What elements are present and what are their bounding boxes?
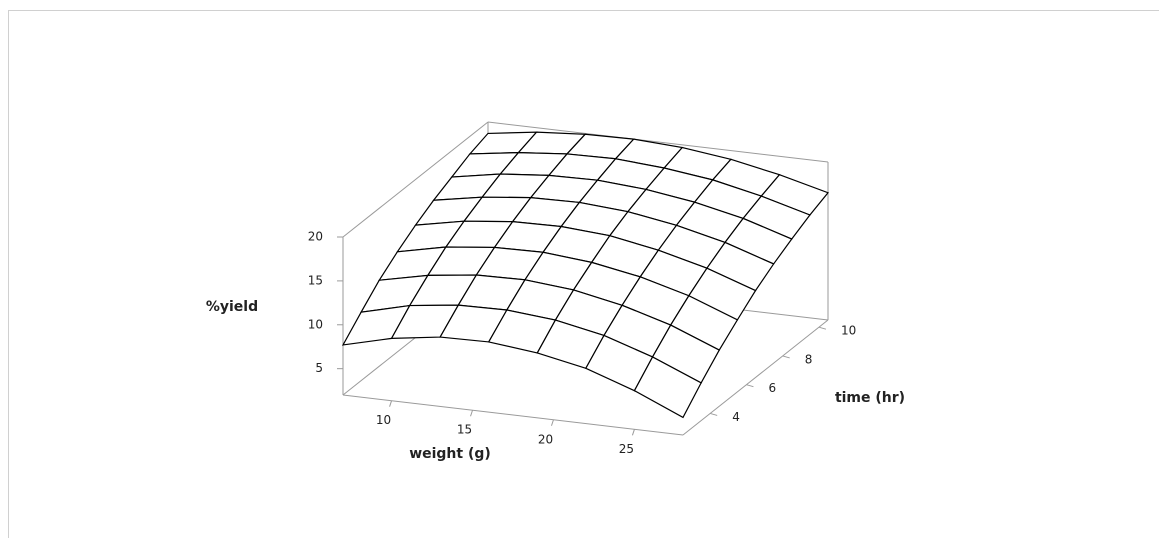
surface-cell	[633, 356, 702, 419]
x-tick-label: 20	[538, 432, 553, 446]
axis-line	[487, 121, 829, 163]
z-tick-label: 20	[308, 230, 323, 244]
y-tick-label: 4	[732, 410, 740, 424]
x-tick	[551, 419, 554, 426]
axis-line	[682, 319, 829, 436]
x-tick	[631, 429, 635, 436]
x-axis-label: weight (g)	[409, 446, 491, 462]
axes-box: 5 10 15 20 10 15 20 25 4 6 8 10	[308, 121, 856, 456]
y-tick	[746, 384, 754, 388]
frame	[8, 10, 1159, 538]
x-tick-label: 10	[376, 413, 391, 427]
z-tick-label: 15	[308, 273, 323, 287]
y-tick-label: 8	[805, 352, 813, 366]
x-tick	[470, 410, 473, 417]
x-tick-label: 25	[619, 442, 634, 456]
x-tick	[389, 400, 393, 407]
y-tick-label: 6	[768, 381, 776, 395]
x-tick-label: 15	[457, 423, 472, 437]
axis-line	[342, 394, 684, 436]
z-tick-label: 10	[308, 317, 323, 331]
y-axis-label: time (hr)	[835, 390, 905, 406]
y-tick	[710, 412, 718, 416]
surface	[341, 131, 829, 419]
axis-line	[342, 121, 489, 238]
z-tick-label: 5	[315, 361, 323, 375]
y-tick	[818, 326, 827, 330]
z-axis-label: %yield	[206, 299, 258, 315]
y-tick	[782, 355, 790, 359]
y-tick-label: 10	[841, 324, 856, 338]
